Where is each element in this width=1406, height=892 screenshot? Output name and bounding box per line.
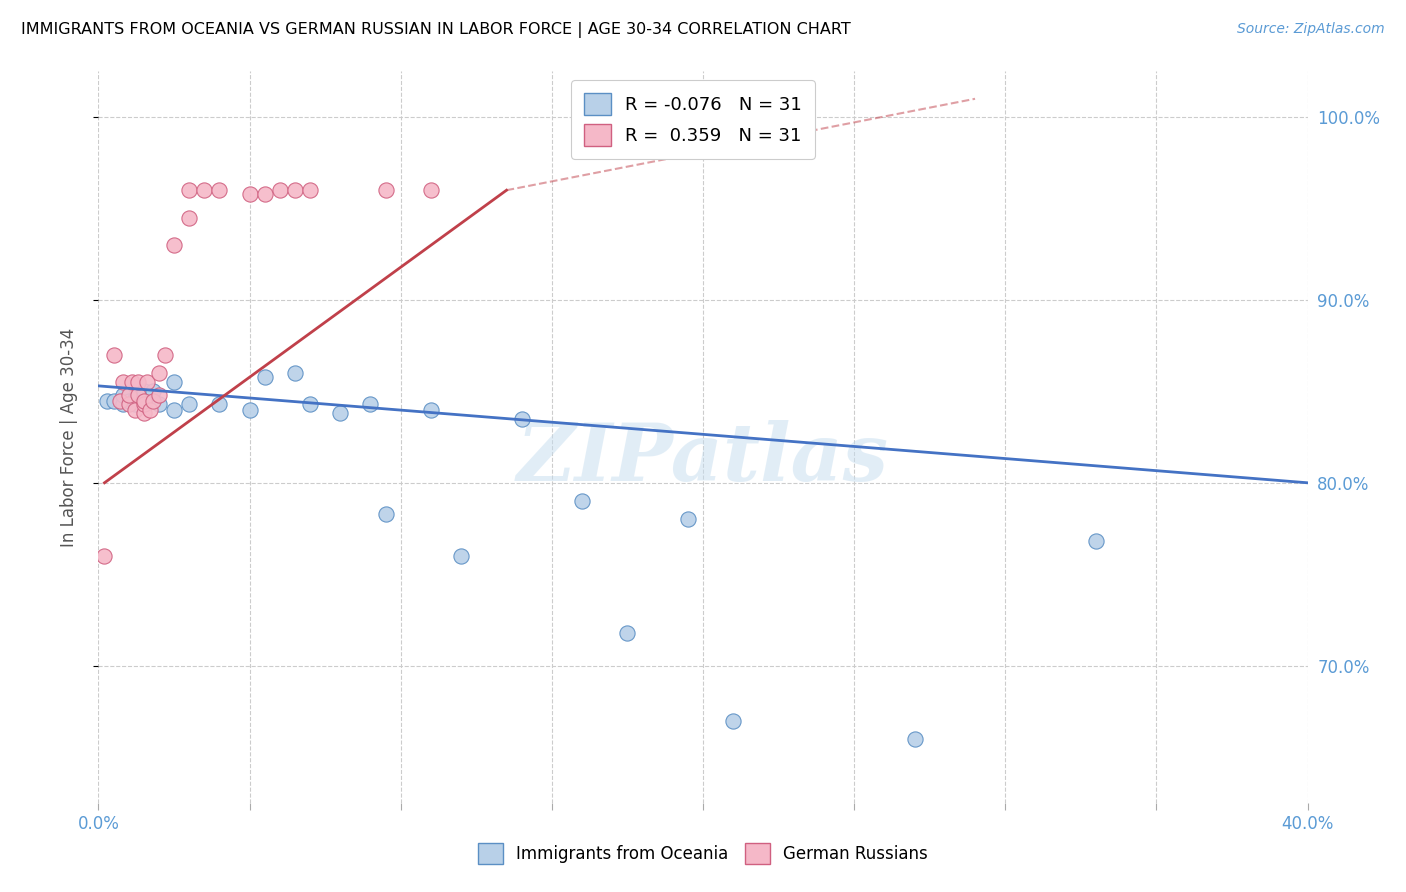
Point: [616, 625, 638, 640]
Point: [450, 549, 472, 563]
Point: [142, 384, 165, 399]
Point: [139, 402, 162, 417]
Point: [904, 731, 927, 746]
Point: [360, 397, 382, 411]
Point: [208, 183, 231, 197]
Point: [723, 714, 745, 728]
Point: [510, 411, 533, 425]
Point: [111, 397, 134, 411]
Point: [132, 397, 155, 411]
Point: [420, 402, 443, 417]
Point: [148, 388, 170, 402]
Point: [239, 402, 262, 417]
Point: [269, 183, 291, 197]
Text: ZIPatlas: ZIPatlas: [517, 420, 889, 498]
Point: [208, 397, 231, 411]
Point: [132, 393, 155, 408]
Point: [284, 183, 307, 197]
Point: [374, 183, 396, 197]
Point: [124, 392, 146, 406]
Point: [103, 393, 125, 408]
Point: [253, 369, 276, 384]
Point: [132, 384, 155, 399]
Point: [103, 348, 125, 362]
Point: [142, 393, 165, 408]
Legend: R = -0.076   N = 31, R =  0.359   N = 31: R = -0.076 N = 31, R = 0.359 N = 31: [571, 80, 815, 159]
Point: [124, 402, 146, 417]
Point: [163, 402, 186, 417]
Point: [163, 238, 186, 252]
Point: [108, 393, 131, 408]
Legend: Immigrants from Oceania, German Russians: Immigrants from Oceania, German Russians: [471, 837, 935, 871]
Point: [239, 186, 262, 201]
Point: [253, 186, 276, 201]
Point: [179, 211, 201, 225]
Point: [93, 549, 115, 563]
Point: [121, 375, 143, 389]
Point: [118, 388, 141, 402]
Point: [1085, 534, 1108, 549]
Point: [118, 393, 141, 408]
Point: [299, 397, 322, 411]
Point: [111, 375, 134, 389]
Point: [284, 366, 307, 380]
Point: [127, 375, 149, 389]
Point: [179, 183, 201, 197]
Point: [179, 397, 201, 411]
Point: [127, 388, 149, 402]
Point: [420, 183, 443, 197]
Point: [163, 375, 186, 389]
Point: [299, 183, 322, 197]
Point: [148, 366, 170, 380]
Point: [111, 388, 134, 402]
Point: [571, 494, 593, 508]
Point: [124, 397, 146, 411]
Point: [329, 406, 352, 420]
Text: Source: ZipAtlas.com: Source: ZipAtlas.com: [1237, 22, 1385, 37]
Point: [153, 348, 176, 362]
Y-axis label: In Labor Force | Age 30-34: In Labor Force | Age 30-34: [59, 327, 77, 547]
Point: [193, 183, 215, 197]
Text: IMMIGRANTS FROM OCEANIA VS GERMAN RUSSIAN IN LABOR FORCE | AGE 30-34 CORRELATION: IMMIGRANTS FROM OCEANIA VS GERMAN RUSSIA…: [21, 22, 851, 38]
Point: [374, 507, 396, 521]
Point: [132, 393, 155, 408]
Point: [676, 512, 699, 526]
Point: [118, 397, 141, 411]
Point: [132, 406, 155, 420]
Point: [96, 393, 118, 408]
Point: [135, 375, 157, 389]
Point: [148, 397, 170, 411]
